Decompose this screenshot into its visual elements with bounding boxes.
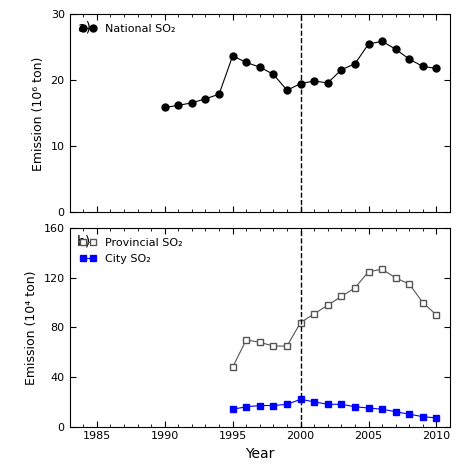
Legend: Provincial SO₂, City SO₂: Provincial SO₂, City SO₂ bbox=[75, 234, 187, 268]
Text: b): b) bbox=[77, 234, 91, 248]
Text: a): a) bbox=[77, 20, 91, 34]
X-axis label: Year: Year bbox=[244, 447, 274, 461]
Legend: National SO₂: National SO₂ bbox=[75, 20, 180, 39]
Y-axis label: Emission (10⁶ ton): Emission (10⁶ ton) bbox=[32, 56, 45, 171]
Y-axis label: Emission (10⁴ ton): Emission (10⁴ ton) bbox=[25, 270, 38, 385]
